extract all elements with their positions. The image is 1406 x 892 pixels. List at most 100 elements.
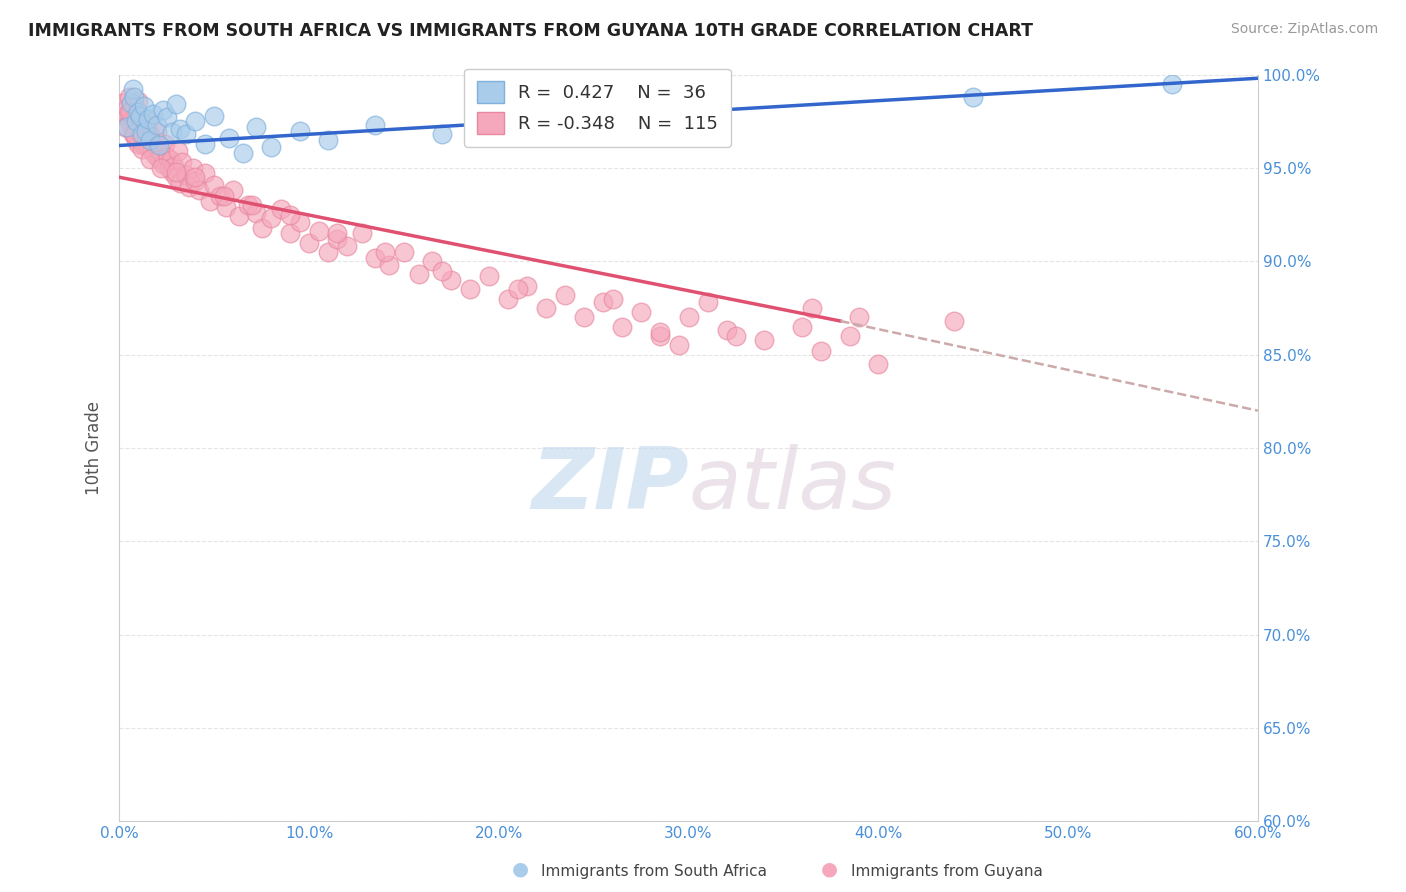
Point <box>136 112 159 127</box>
Point <box>120 95 142 110</box>
Point <box>516 278 538 293</box>
Point <box>668 338 690 352</box>
Point <box>148 152 170 166</box>
Point <box>288 215 311 229</box>
Point <box>153 136 176 151</box>
Point <box>142 135 165 149</box>
Text: Immigrants from Guyana: Immigrants from Guyana <box>851 863 1042 879</box>
Point <box>114 109 136 123</box>
Point <box>214 200 236 214</box>
Point <box>526 114 548 128</box>
Point <box>696 295 718 310</box>
Point <box>132 138 155 153</box>
Point <box>159 153 181 168</box>
Point <box>630 304 652 318</box>
Point <box>127 94 149 108</box>
Point <box>131 142 153 156</box>
Point <box>169 121 191 136</box>
Point <box>648 325 671 339</box>
Point <box>245 120 267 134</box>
Point <box>124 90 146 104</box>
Point <box>326 232 349 246</box>
Point <box>150 145 173 160</box>
Point <box>1161 77 1184 91</box>
Point <box>138 152 160 166</box>
Point <box>506 282 529 296</box>
Point <box>572 310 595 325</box>
Point <box>478 269 501 284</box>
Point <box>810 343 832 358</box>
Point <box>536 301 558 315</box>
Text: atlas: atlas <box>689 444 897 527</box>
Point <box>392 244 415 259</box>
Point <box>118 114 141 128</box>
Point <box>610 319 633 334</box>
Point <box>838 329 860 343</box>
Point <box>129 109 152 123</box>
Point <box>962 90 984 104</box>
Point <box>592 295 614 310</box>
Point <box>124 128 146 142</box>
Point <box>156 150 179 164</box>
Point <box>336 239 359 253</box>
Point <box>422 254 444 268</box>
Point <box>132 123 155 137</box>
Point <box>146 118 169 132</box>
Point <box>754 333 776 347</box>
Point <box>120 120 142 134</box>
Point <box>326 226 349 240</box>
Point <box>118 104 141 119</box>
Point <box>240 198 263 212</box>
Point <box>316 133 339 147</box>
Point <box>278 208 301 222</box>
Point <box>232 145 254 160</box>
Point <box>131 128 153 142</box>
Point <box>121 128 143 142</box>
Point <box>150 161 173 175</box>
Point <box>238 198 260 212</box>
Point <box>125 107 148 121</box>
Point <box>129 109 152 123</box>
Point <box>208 189 231 203</box>
Point <box>460 282 482 296</box>
Text: ●: ● <box>821 860 838 879</box>
Legend: R =  0.427    N =  36, R = -0.348    N =  115: R = 0.427 N = 36, R = -0.348 N = 115 <box>464 69 731 147</box>
Point <box>125 133 148 147</box>
Point <box>298 235 321 250</box>
Point <box>138 128 160 142</box>
Point <box>270 202 292 216</box>
Point <box>202 178 225 192</box>
Point <box>364 118 387 132</box>
Point <box>602 292 624 306</box>
Point <box>440 273 463 287</box>
Point <box>131 116 153 130</box>
Point <box>260 211 283 226</box>
Point <box>696 104 718 119</box>
Point <box>260 140 283 154</box>
Point <box>194 166 217 180</box>
Point <box>430 128 453 142</box>
Point <box>184 174 207 188</box>
Point <box>202 109 225 123</box>
Point <box>135 129 157 144</box>
Point <box>163 159 186 173</box>
Point <box>170 155 193 169</box>
Point <box>136 140 159 154</box>
Point <box>124 97 146 112</box>
Point <box>135 118 157 132</box>
Point <box>181 161 204 175</box>
Point <box>127 104 149 119</box>
Point <box>648 329 671 343</box>
Point <box>115 120 138 134</box>
Point <box>127 136 149 151</box>
Point <box>165 170 187 185</box>
Point <box>138 133 160 147</box>
Y-axis label: 10th Grade: 10th Grade <box>86 401 103 495</box>
Point <box>114 120 136 134</box>
Point <box>132 99 155 113</box>
Point <box>121 82 143 96</box>
Point <box>127 121 149 136</box>
Point <box>148 138 170 153</box>
Point <box>162 125 184 139</box>
Point <box>120 104 142 119</box>
